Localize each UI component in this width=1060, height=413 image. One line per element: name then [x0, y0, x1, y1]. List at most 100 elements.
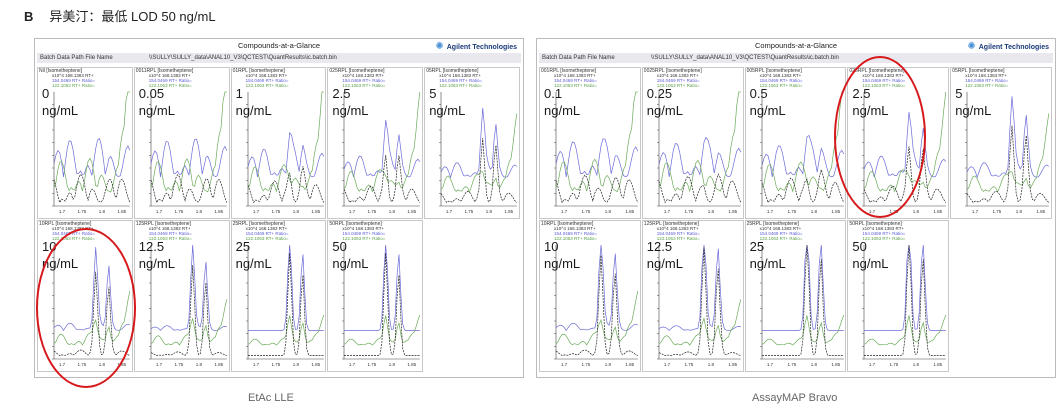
x-tick-label: 1.8	[913, 362, 920, 367]
concentration-value: 12.5	[646, 239, 673, 254]
legend-entry: 122.1063 RT+ Ratio=	[148, 83, 192, 88]
chromatogram-plot: 1.7 1.75 1.8 1.85	[245, 244, 324, 367]
x-tick-label: 1.75	[993, 209, 1002, 214]
legend-entry: 122.1063 RT+ Ratio=	[245, 83, 289, 88]
x-tick-label: 1.8	[486, 209, 493, 214]
concentration-label: 0.25 ng/mL	[647, 85, 683, 119]
chromatogram-trace	[761, 244, 844, 331]
figure-heading: B 异美汀：最低 LOD 50 ng/mL	[24, 6, 216, 25]
legend-entry: x10^4 168.1383 RT+	[439, 73, 481, 78]
chromatogram-plot: 1.7 1.75 1.8 1.85	[52, 91, 131, 214]
legend-entry: 122.1063 RT+ Ratio=	[52, 83, 95, 88]
concentration-value: 12.5	[138, 239, 165, 254]
x-tick-label: 1.8	[708, 362, 715, 367]
concentration-value: 50	[332, 239, 347, 254]
x-tick-label: 1.7	[561, 209, 568, 214]
x-tick-label: 1.75	[271, 209, 280, 214]
chromatogram-cell: 0025RPL [Isometheptene] x10^4 168.1383 RT…	[641, 67, 744, 219]
chromatogram-plot: 1.7 1.75 1.8 1.85	[554, 91, 639, 214]
legend-entry: x10^4 168.1383 RT+	[759, 226, 802, 231]
x-tick-label: 1.75	[368, 209, 377, 214]
concentration-label: 1 ng/mL	[236, 85, 272, 119]
cell-title: 25RPL [Isometheptene]	[232, 221, 285, 227]
x-tick-label: 1.85	[311, 362, 320, 367]
x-tick-label: 1.7	[349, 362, 356, 367]
legend-entry: x10^4 168.1383 RT+	[342, 73, 385, 78]
chromatogram-plot: 1.7 1.75 1.8 1.85	[245, 91, 324, 214]
chromatogram-plot: 1.7 1.75 1.8 1.85	[554, 244, 639, 367]
chromatogram-cell: Nil [Isometheptene] x10^4 168.1383 RT+ 154…	[37, 67, 133, 219]
concentration-label: 5 ng/mL	[955, 85, 991, 119]
x-tick-label: 1.8	[810, 209, 817, 214]
agilent-logo: ✺ Agilent Technologies	[967, 41, 1049, 52]
x-tick-label: 1.85	[408, 209, 417, 214]
chromatogram-cell: 025RPL [Isometheptene] x10^4 168.1383 RT+…	[327, 67, 424, 219]
chromatogram-trace	[761, 168, 844, 204]
x-tick-label: 1.8	[605, 209, 612, 214]
chromatogram-cell: 05RPL [Isometheptene] x10^4 168.1383 RT+ 1…	[424, 67, 520, 219]
x-tick-label: 1.8	[389, 209, 396, 214]
cell-legend: x10^4 168.1383 RT+ 154.0469 RT+ Ratio= 122…	[342, 226, 385, 241]
agilent-logo: ✺ Agilent Technologies	[435, 41, 517, 52]
chromatogram-trace	[344, 91, 421, 193]
cell-title: 005RPL [Isometheptene]	[746, 68, 802, 74]
chromatogram-trace	[555, 91, 638, 193]
x-tick-label: 1.8	[196, 362, 203, 367]
cell-legend: x10^4 168.1383 RT+ 154.0469 RT+ Ratio= 122…	[246, 73, 289, 88]
chromatogram-trace	[53, 91, 130, 193]
cell-legend: x10^4 168.1383 RT+ 154.0469 RT+ Ratio= 122…	[862, 226, 905, 241]
cell-title: 10RPL [Isometheptene]	[39, 221, 92, 227]
chromatogram-trace	[658, 136, 741, 177]
cell-title: 10RPL [Isometheptene]	[541, 221, 594, 227]
chromatogram-trace	[555, 138, 639, 177]
chromatogram-trace	[150, 174, 227, 204]
assaymap-bravo-panel: Compounds-at-a-Glance ✺ Agilent Technolog…	[536, 38, 1056, 378]
legend-entry: x10^4 168.1383 RT+	[245, 226, 288, 231]
chromatogram-cell: 005RPL [Isometheptene] x10^4 168.1383 RT+…	[744, 67, 847, 219]
chromatogram-trace	[761, 91, 844, 193]
panel-letter: B	[24, 9, 34, 24]
concentration-value: 0.05	[138, 86, 165, 101]
legend-entry: x10^4 168.1383 RT+	[554, 226, 596, 231]
chromatogram-trace	[555, 244, 638, 332]
chromatogram-trace	[344, 155, 421, 204]
concentration-unit: ng/mL	[42, 103, 79, 118]
x-tick-label: 1.7	[156, 362, 163, 367]
x-tick-label: 1.85	[117, 209, 126, 214]
concentration-value: 0.25	[646, 86, 673, 101]
concentration-label: 0.5 ng/mL	[750, 85, 786, 119]
chromatogram-trace	[555, 174, 639, 204]
chromatogram-plot: 1.7 1.75 1.8 1.85	[656, 91, 741, 214]
cell-legend: x10^4 168.1383 RT+ 154.0469 RT+ Ratio= 122…	[965, 73, 1008, 88]
concentration-value: 2.5	[332, 86, 351, 101]
x-tick-label: 1.7	[446, 209, 453, 214]
chromatogram-trace	[966, 125, 1050, 203]
legend-entry: x10^4 168.1383 RT+	[656, 226, 699, 231]
chromatogram-trace	[658, 244, 741, 331]
x-tick-label: 1.8	[389, 362, 396, 367]
chromatogram-trace	[440, 107, 518, 179]
chromatogram-trace	[864, 244, 947, 356]
chromatogram-plot: 1.7 1.75 1.8 1.85	[656, 244, 741, 367]
chromatogram-trace	[150, 91, 227, 193]
legend-entry: x10^4 168.1383 RT+	[148, 73, 191, 78]
chromatogram-cell: 10RPL [Isometheptene] x10^4 168.1383 RT+ 1…	[539, 220, 641, 372]
chromatogram-trace	[247, 252, 324, 356]
cell-title: 125RPL [Isometheptene]	[135, 221, 191, 227]
x-tick-label: 1.75	[787, 362, 796, 367]
legend-entry: 154.0469 RT+ Ratio=	[759, 231, 803, 236]
concentration-unit: ng/mL	[749, 256, 786, 271]
x-tick-label: 1.7	[766, 209, 773, 214]
concentration-value: 25	[749, 239, 765, 254]
concentration-label: 0 ng/mL	[42, 85, 78, 119]
cell-legend: x10^4 168.1383 RT+ 154.0469 RT+ Ratio= 122…	[439, 73, 482, 88]
x-tick-label: 1.75	[684, 209, 693, 214]
concentration-value: 0.1	[544, 86, 563, 101]
x-tick-label: 1.7	[156, 209, 163, 214]
legend-entry: 154.0469 RT+ Ratio=	[52, 78, 95, 83]
concentration-label: 2.5 ng/mL	[332, 85, 368, 119]
x-tick-label: 1.85	[117, 362, 126, 367]
chromatogram-trace	[247, 91, 324, 193]
legend-entry: 122.1063 RT+ Ratio=	[245, 236, 289, 241]
x-tick-label: 1.7	[561, 362, 568, 367]
